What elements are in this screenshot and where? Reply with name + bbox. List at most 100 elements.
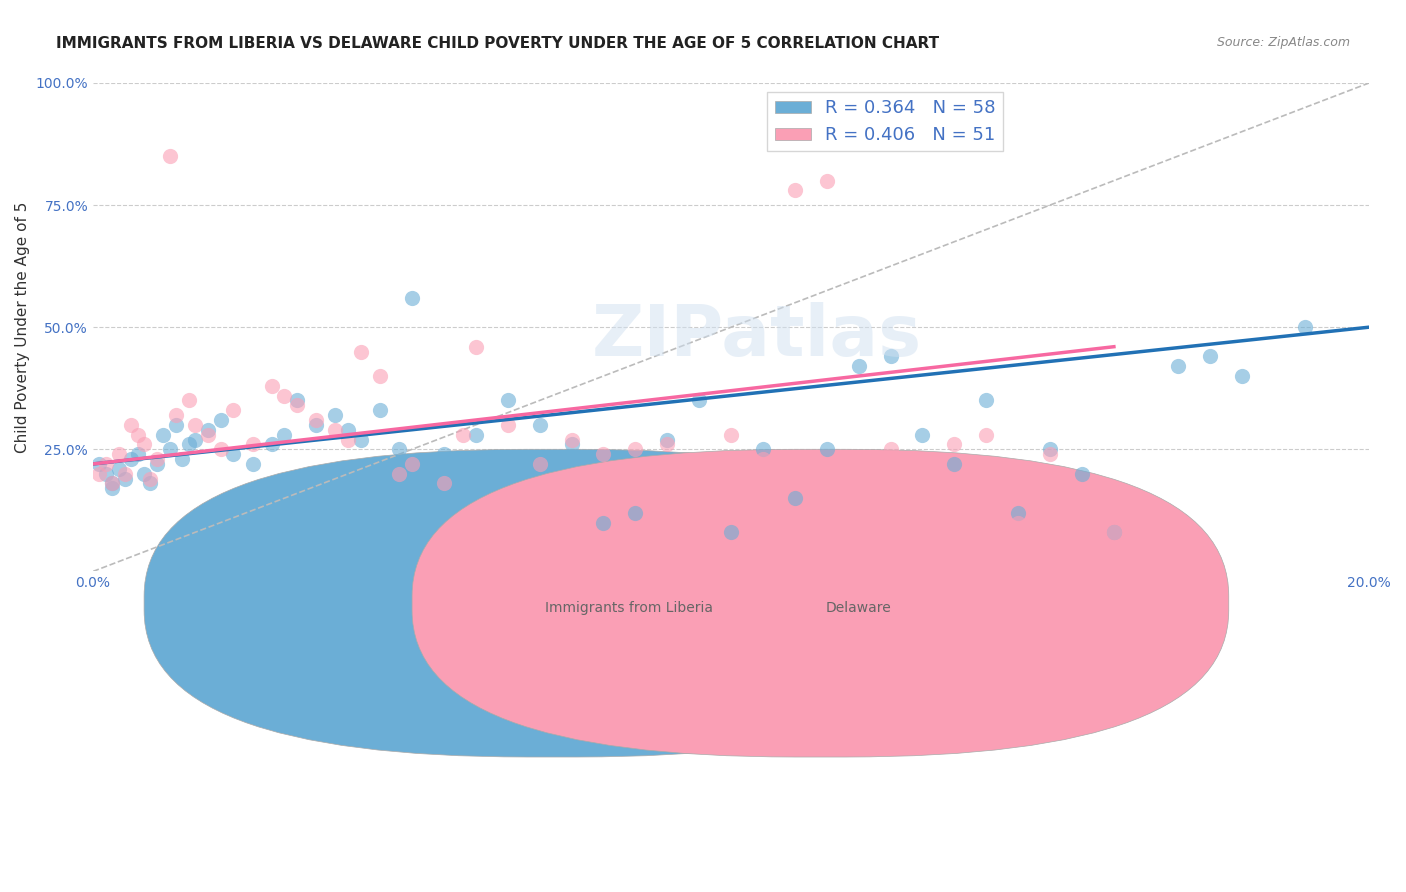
Point bbox=[337, 433, 360, 447]
Point bbox=[177, 393, 200, 408]
Point bbox=[401, 457, 423, 471]
FancyBboxPatch shape bbox=[412, 450, 1229, 757]
Point bbox=[624, 506, 647, 520]
Point bbox=[146, 457, 169, 471]
Point bbox=[1039, 442, 1062, 457]
Point bbox=[260, 437, 283, 451]
Point bbox=[285, 398, 308, 412]
Point bbox=[624, 442, 647, 457]
Point bbox=[325, 408, 347, 422]
Point bbox=[242, 437, 264, 451]
Point bbox=[197, 427, 219, 442]
Point bbox=[159, 149, 181, 163]
Point bbox=[783, 491, 806, 505]
Point bbox=[101, 481, 124, 495]
Point bbox=[120, 452, 142, 467]
Point bbox=[260, 378, 283, 392]
Point bbox=[132, 437, 155, 451]
Point bbox=[94, 467, 117, 481]
Point bbox=[879, 350, 901, 364]
Point bbox=[107, 447, 129, 461]
Point bbox=[120, 417, 142, 432]
Point bbox=[184, 417, 207, 432]
Point bbox=[89, 467, 111, 481]
Point bbox=[165, 408, 187, 422]
Point bbox=[529, 417, 551, 432]
Point bbox=[688, 393, 710, 408]
Point bbox=[222, 403, 245, 417]
Point bbox=[184, 433, 207, 447]
Point bbox=[1039, 447, 1062, 461]
Point bbox=[139, 472, 162, 486]
Point bbox=[285, 393, 308, 408]
Point bbox=[943, 457, 966, 471]
Point bbox=[451, 457, 474, 471]
Legend: R = 0.364   N = 58, R = 0.406   N = 51: R = 0.364 N = 58, R = 0.406 N = 51 bbox=[768, 92, 1002, 152]
Point bbox=[688, 467, 710, 481]
Point bbox=[273, 388, 295, 402]
Point bbox=[242, 457, 264, 471]
Point bbox=[94, 457, 117, 471]
Point bbox=[1071, 525, 1094, 540]
Point bbox=[101, 476, 124, 491]
Point bbox=[974, 427, 997, 442]
Point bbox=[783, 183, 806, 197]
Point bbox=[592, 516, 614, 530]
Point bbox=[879, 442, 901, 457]
Point bbox=[368, 369, 391, 384]
Point bbox=[720, 525, 742, 540]
Point bbox=[561, 433, 583, 447]
Point bbox=[1198, 350, 1220, 364]
Point bbox=[114, 467, 136, 481]
Point bbox=[388, 442, 411, 457]
Point bbox=[464, 340, 486, 354]
Point bbox=[657, 433, 679, 447]
Point bbox=[1007, 516, 1029, 530]
Point bbox=[337, 423, 360, 437]
Point bbox=[139, 476, 162, 491]
Point bbox=[529, 457, 551, 471]
Point bbox=[1102, 525, 1125, 540]
Text: Source: ZipAtlas.com: Source: ZipAtlas.com bbox=[1216, 36, 1350, 49]
Point bbox=[848, 516, 870, 530]
Point bbox=[127, 427, 149, 442]
Point bbox=[815, 174, 838, 188]
Point bbox=[752, 442, 775, 457]
Point bbox=[592, 447, 614, 461]
Text: Delaware: Delaware bbox=[825, 600, 891, 615]
Text: Immigrants from Liberia: Immigrants from Liberia bbox=[546, 600, 713, 615]
Y-axis label: Child Poverty Under the Age of 5: Child Poverty Under the Age of 5 bbox=[15, 202, 30, 453]
FancyBboxPatch shape bbox=[143, 450, 960, 757]
Point bbox=[388, 467, 411, 481]
Point bbox=[107, 462, 129, 476]
Point bbox=[209, 442, 232, 457]
Point bbox=[496, 393, 519, 408]
Point bbox=[561, 437, 583, 451]
Point bbox=[146, 452, 169, 467]
Point bbox=[209, 413, 232, 427]
Point bbox=[114, 472, 136, 486]
Point bbox=[89, 457, 111, 471]
Point bbox=[720, 427, 742, 442]
Point bbox=[305, 417, 328, 432]
Point bbox=[974, 393, 997, 408]
Point bbox=[911, 457, 934, 471]
Point bbox=[657, 437, 679, 451]
Point bbox=[1102, 525, 1125, 540]
Point bbox=[368, 403, 391, 417]
Point bbox=[305, 413, 328, 427]
Point bbox=[101, 476, 124, 491]
Point bbox=[273, 427, 295, 442]
Point bbox=[848, 359, 870, 374]
Point bbox=[1230, 369, 1253, 384]
Point bbox=[752, 452, 775, 467]
Point bbox=[127, 447, 149, 461]
Point bbox=[943, 437, 966, 451]
Point bbox=[177, 437, 200, 451]
Point bbox=[433, 476, 456, 491]
Point bbox=[350, 344, 373, 359]
Point bbox=[152, 427, 174, 442]
Text: IMMIGRANTS FROM LIBERIA VS DELAWARE CHILD POVERTY UNDER THE AGE OF 5 CORRELATION: IMMIGRANTS FROM LIBERIA VS DELAWARE CHIL… bbox=[56, 36, 939, 51]
Point bbox=[911, 427, 934, 442]
Point bbox=[159, 442, 181, 457]
